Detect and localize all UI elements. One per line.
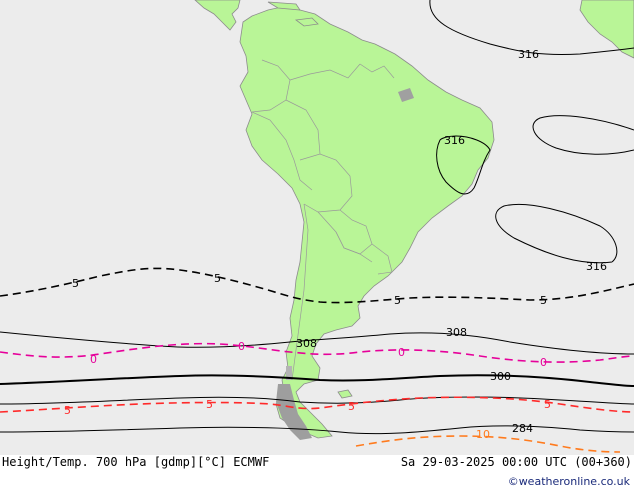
label-t5-d: 5: [544, 398, 551, 411]
isotherm-0: [0, 342, 634, 363]
contour-316-north: [429, 0, 634, 55]
label-t-minus5-b: 5: [214, 272, 221, 285]
label-t0-c: 0: [398, 346, 405, 359]
land-africa: [579, 0, 634, 59]
archipelago-chile: [276, 384, 312, 440]
label-t-minus5-c: 5: [394, 294, 401, 307]
contour-label-group: 316 316 316 308 308 300 284 5 5 5 5 0 0 …: [64, 48, 607, 441]
label-316-atlantic: 316: [586, 260, 607, 273]
isotherm-5: [0, 396, 634, 413]
map-title: Height/Temp. 700 hPa [gdmp][°C] ECMWF: [2, 455, 269, 469]
label-308-west: 308: [296, 337, 317, 350]
contour-308: [0, 331, 634, 355]
label-t0-a: 0: [90, 353, 97, 366]
terrain-layer: [276, 88, 414, 440]
contour-316-brazil: [436, 135, 491, 195]
land-south-america: [239, 5, 495, 439]
label-308-east: 308: [446, 326, 467, 339]
contour-300: [0, 374, 634, 387]
contour-284: [0, 425, 634, 435]
contour-316-atlantic-a: [532, 115, 634, 155]
border-guianas: [359, 63, 395, 79]
border-venezuela: [289, 63, 361, 81]
footer: Height/Temp. 700 hPa [gdmp][°C] ECMWF Sa…: [2, 455, 632, 488]
border-peru: [251, 111, 313, 191]
land-cuba: [267, 1, 301, 11]
label-t5-b: 5: [206, 398, 213, 411]
label-316-brazil: 316: [444, 134, 465, 147]
label-284: 284: [512, 422, 533, 435]
label-300: 300: [490, 370, 511, 383]
label-t-minus5-d: 5: [540, 294, 547, 307]
border-colombia: [251, 59, 291, 113]
label-t-minus5-a: 5: [72, 277, 79, 290]
credit[interactable]: ©weatheronline.co.uk: [508, 475, 631, 488]
amazon-delta-shade: [398, 88, 414, 102]
borders-layer: [251, 59, 395, 381]
contour-316-atlantic-b: [495, 203, 618, 264]
isotherm-minus5: [0, 267, 634, 304]
land-layer: [194, 0, 634, 439]
border-argentina-chile: [291, 203, 309, 381]
glacier-patagonia: [286, 366, 292, 380]
land-central-america: [194, 0, 241, 31]
label-t10: 10: [476, 428, 490, 441]
contour-292: [0, 396, 634, 405]
border-bolivia: [299, 153, 353, 213]
valid-time: Sa 29-03-2025 00:00 UTC (00+360): [401, 455, 632, 469]
border-brazil-west: [285, 99, 321, 155]
isotherms: [0, 267, 634, 453]
label-316-north: 316: [518, 48, 539, 61]
border-uruguay: [371, 243, 393, 275]
isotherm-10: [355, 435, 621, 453]
land-hispaniola: [294, 17, 319, 27]
footer-strip: [0, 455, 634, 490]
height-contours: [0, 0, 634, 435]
label-t5-c: 5: [348, 400, 355, 413]
border-argentina-north: [317, 211, 373, 263]
land-falklands: [337, 389, 353, 399]
label-t0-b: 0: [238, 340, 245, 353]
label-t0-d: 0: [540, 356, 547, 369]
label-t5-a: 5: [64, 404, 71, 417]
